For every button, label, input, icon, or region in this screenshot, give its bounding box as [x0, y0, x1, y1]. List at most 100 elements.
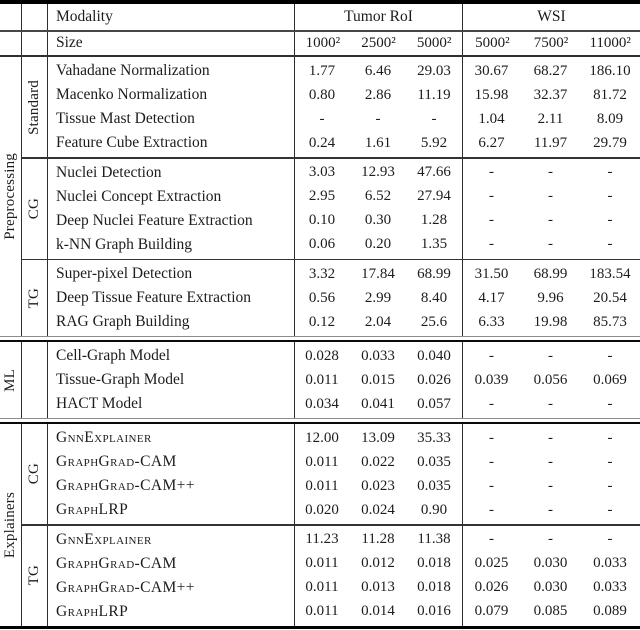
- row-label: Nuclei Detection: [56, 163, 162, 181]
- value-cell: 1.61: [364, 134, 392, 151]
- band-divider: [22, 157, 640, 159]
- row-label: k-NN Graph Building: [56, 235, 193, 253]
- value-cell: -: [489, 501, 494, 518]
- value-cell: 0.12: [308, 313, 336, 330]
- value-cell: 2.95: [308, 188, 336, 204]
- section-label: Explainers: [0, 424, 22, 626]
- section-ml: ML Cell-Graph Model 0.028 0.033 0.040 - - - Tiss…: [0, 342, 640, 418]
- table-row: GraphGrad-CAM 0.011 0.012 0.018 0.025 0.030 0.…: [48, 552, 640, 576]
- value-cell: 0.24: [308, 134, 336, 151]
- table-row: Tissue Mast Detection - - - 1.04 2.11 8.09: [48, 107, 640, 131]
- band-rows: Cell-Graph Model 0.028 0.033 0.040 - - - Tissue…: [48, 342, 640, 418]
- group-label: CG: [22, 424, 48, 524]
- value-cell: 0.011: [305, 453, 339, 470]
- value-cell: -: [548, 429, 553, 446]
- value-cell: -: [607, 188, 613, 204]
- value-cell: 0.56: [308, 289, 336, 306]
- value-cell: -: [489, 347, 494, 364]
- table-row: GraphLRP 0.011 0.014 0.016 0.079 0.085 0.089: [48, 600, 640, 624]
- value-cell: 8.09: [596, 110, 624, 127]
- value-cell: 30.67: [474, 62, 509, 79]
- value-cell: -: [607, 531, 613, 547]
- section-rows: Standard Vahadane Normalization 1.77 6.46 29…: [22, 57, 640, 336]
- value-cell: -: [607, 477, 613, 494]
- row-label: GraphGrad-CAM++: [56, 578, 195, 596]
- value-cell: -: [548, 347, 553, 364]
- table-row: Deep Nuclei Feature Extraction 0.10 0.30 1.…: [48, 209, 640, 233]
- size-header: Size: [56, 34, 83, 51]
- table-row: Macenko Normalization 0.80 2.86 11.19 15.98 3…: [48, 83, 640, 107]
- section-label-text: Explainers: [2, 491, 18, 558]
- section-label-text: ML: [2, 368, 18, 392]
- value-cell: 183.54: [589, 265, 631, 282]
- band-rows: GnnExplainer 12.00 13.09 35.33- - - GraphGrad-…: [48, 424, 640, 524]
- row-label: Macenko Normalization: [56, 86, 208, 103]
- tumor-roi-size-group: 1000² 2500² 5000²: [294, 31, 462, 55]
- value-cell: 17.84: [361, 265, 395, 282]
- group-label: CG: [22, 158, 48, 259]
- section-explainers: Explainers CG GnnExplainer 12.00 13.09 35.33 -…: [0, 424, 640, 626]
- table-row: HACT Model 0.034 0.041 0.057 - - -: [48, 392, 640, 416]
- value-cell: 32.37: [533, 86, 568, 103]
- wsi-header: WSI: [462, 3, 640, 30]
- value-cell: -: [489, 236, 494, 252]
- column-divider: [462, 158, 463, 259]
- value-cell: 0.018: [417, 579, 451, 595]
- row-label: Vahadane Normalization: [56, 62, 210, 79]
- row-label: GraphGrad-CAM: [56, 453, 177, 470]
- value-cell: 0.011: [305, 477, 339, 494]
- value-cell: 0.10: [308, 212, 336, 228]
- group-label-text: CG: [26, 463, 42, 485]
- value-cell: 0.056: [533, 371, 568, 388]
- value-cell: -: [548, 477, 553, 494]
- value-cell: 29.79: [593, 134, 627, 151]
- column-divider: [462, 57, 463, 157]
- group-label-column-spacer: [22, 31, 48, 55]
- value-cell: -: [489, 164, 494, 180]
- group-label: Standard: [22, 57, 48, 157]
- value-cell: 13.09: [361, 429, 395, 446]
- row-label: GnnExplainer: [56, 429, 152, 446]
- table-row: Cell-Graph Model 0.028 0.033 0.040 - - -: [48, 344, 640, 368]
- value-cell: -: [607, 236, 613, 252]
- value-cell: 0.039: [474, 371, 509, 388]
- table-row: GraphGrad-CAM 0.011 0.022 0.035 - - -: [48, 450, 640, 474]
- section-rows: Cell-Graph Model 0.028 0.033 0.040 - - - Tissue…: [22, 342, 640, 418]
- value-cell: 0.011: [305, 579, 339, 595]
- row-label: GraphLRP: [56, 602, 129, 620]
- value-cell: -: [431, 110, 437, 127]
- band: Cell-Graph Model 0.028 0.033 0.040 - - - Tissue…: [22, 342, 640, 418]
- value-cell: 35.33: [417, 429, 451, 446]
- value-cell: 1.35: [420, 236, 448, 252]
- band-cg: CG GnnExplainer 12.00 13.09 35.33- - - GraphGra…: [22, 424, 640, 524]
- value-cell: 0.033: [593, 579, 627, 595]
- band-divider: [22, 258, 640, 260]
- value-cell: 0.016: [417, 603, 451, 619]
- value-cell: 0.025: [474, 555, 509, 571]
- value-cell: 2.99: [364, 289, 392, 306]
- section-label: ML: [0, 342, 22, 418]
- band-rows: Super-pixel Detection 3.32 17.84 68.99 31.50…: [48, 260, 640, 336]
- band-rows: Vahadane Normalization 1.77 6.46 29.03 30.67…: [48, 57, 640, 157]
- value-cell: -: [548, 395, 553, 412]
- header-modality-row: Modality Tumor RoI WSI: [0, 3, 640, 30]
- header-divider: [0, 29, 640, 32]
- row-label: Tissue Mast Detection: [56, 110, 195, 127]
- group-label-text: TG: [26, 565, 42, 586]
- column-divider: [294, 158, 295, 259]
- value-cell: -: [489, 429, 494, 446]
- table-row: GraphGrad-CAM++ 0.011 0.013 0.018 0.026 0.030…: [48, 576, 640, 600]
- column-divider: [294, 424, 295, 524]
- value-cell: 12.93: [361, 164, 395, 180]
- band-tg: TG Super-pixel Detection 3.32 17.84 68.99 31.…: [22, 260, 640, 336]
- value-cell: 85.73: [593, 313, 627, 330]
- row-label: Feature Cube Extraction: [56, 134, 208, 151]
- value-cell: 6.27: [478, 134, 505, 151]
- value-cell: 68.99: [417, 265, 451, 282]
- value-cell: 0.085: [533, 603, 568, 619]
- value-cell: 2.04: [364, 313, 392, 330]
- value-cell: 1.28: [420, 212, 448, 228]
- table-row: Tissue-Graph Model 0.011 0.015 0.026 0.039 0.…: [48, 368, 640, 392]
- value-cell: 15.98: [474, 86, 509, 103]
- value-cell: 0.30: [364, 212, 392, 228]
